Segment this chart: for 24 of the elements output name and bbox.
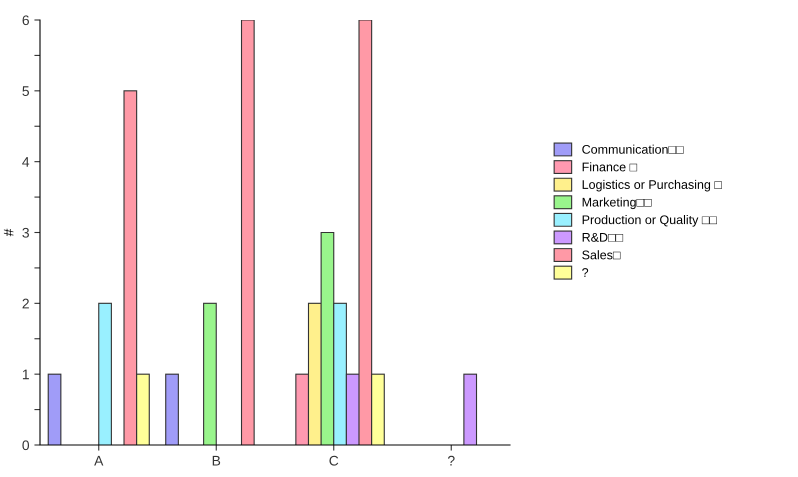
- legend-label: Logistics or Purchasing □: [582, 180, 722, 192]
- legend-label: Communication□□: [582, 144, 684, 154]
- bar: [463, 374, 478, 445]
- x-tick-label: C: [329, 456, 338, 466]
- legend-label: Marketing□□: [582, 197, 652, 210]
- y-tick-label: 2: [22, 298, 29, 308]
- y-tick-label: 1: [22, 370, 29, 380]
- x-tick-label: ?: [448, 456, 455, 466]
- x-tick-label: A: [94, 456, 104, 466]
- legend-label: Sales□: [582, 250, 620, 260]
- y-tick-label: 3: [22, 228, 29, 238]
- y-tick-label: 6: [22, 15, 29, 26]
- y-tick-label: 0: [22, 440, 30, 450]
- legend-label: Production or Quality □□: [582, 215, 717, 227]
- bar: [240, 20, 255, 445]
- legend-label: Finance □: [582, 162, 638, 172]
- bar: [48, 374, 62, 445]
- legend-label: ?: [582, 268, 588, 277]
- y-tick-label: 5: [22, 86, 29, 96]
- y-tick-label: 4: [22, 157, 30, 167]
- y-axis-title: #: [4, 228, 14, 236]
- legend-label: R&D□□: [582, 233, 624, 242]
- x-tick-label: B: [212, 456, 220, 466]
- bar: [165, 374, 179, 445]
